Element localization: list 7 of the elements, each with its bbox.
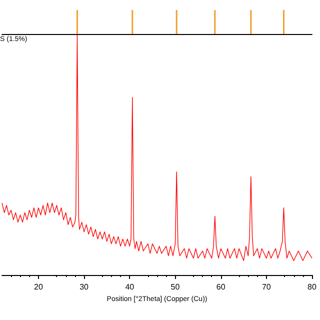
x-tick-label: 30 — [80, 282, 90, 292]
x-tick-label: 60 — [216, 282, 226, 292]
x-tick-label: 40 — [125, 282, 135, 292]
x-tick-label: 20 — [34, 282, 44, 292]
x-tick-label: 80 — [308, 282, 317, 292]
x-tick-label: 70 — [262, 282, 272, 292]
x-tick-label: 50 — [170, 282, 180, 292]
